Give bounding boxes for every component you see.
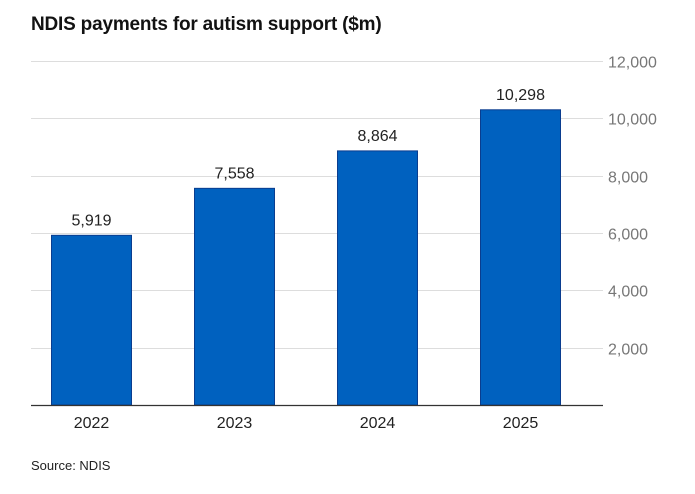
chart-title: NDIS payments for autism support ($m) [31, 14, 382, 35]
y-tick-label-12000: 12,000 [608, 55, 657, 72]
y-tick-label-10000: 10,000 [608, 112, 657, 129]
y-tick-label-2000: 2,000 [608, 342, 648, 359]
source-note: Source: NDIS [31, 458, 111, 473]
y-tick-label-4000: 4,000 [608, 284, 648, 301]
bar-2023 [194, 187, 275, 406]
x-axis-tick-labels: 2022 2023 2024 2025 [74, 415, 539, 432]
value-label-2022: 5,919 [71, 212, 111, 229]
bar-2022 [51, 234, 132, 406]
value-labels: 5,919 7,558 8,864 10,298 [71, 87, 545, 230]
bar-2024 [337, 150, 418, 406]
bars [51, 109, 561, 406]
y-tick-label-6000: 6,000 [608, 227, 648, 244]
x-tick-label-2023: 2023 [217, 415, 253, 432]
y-tick-label-8000: 8,000 [608, 170, 648, 187]
bar-2025 [480, 109, 561, 406]
value-label-2025: 10,298 [496, 87, 545, 104]
x-tick-label-2024: 2024 [360, 415, 396, 432]
x-tick-label-2025: 2025 [503, 415, 539, 432]
value-label-2023: 7,558 [214, 165, 254, 182]
y-axis-tick-labels: 2,000 4,000 6,000 8,000 10,000 12,000 [608, 55, 657, 359]
value-label-2024: 8,864 [357, 128, 397, 145]
x-tick-label-2022: 2022 [74, 415, 110, 432]
